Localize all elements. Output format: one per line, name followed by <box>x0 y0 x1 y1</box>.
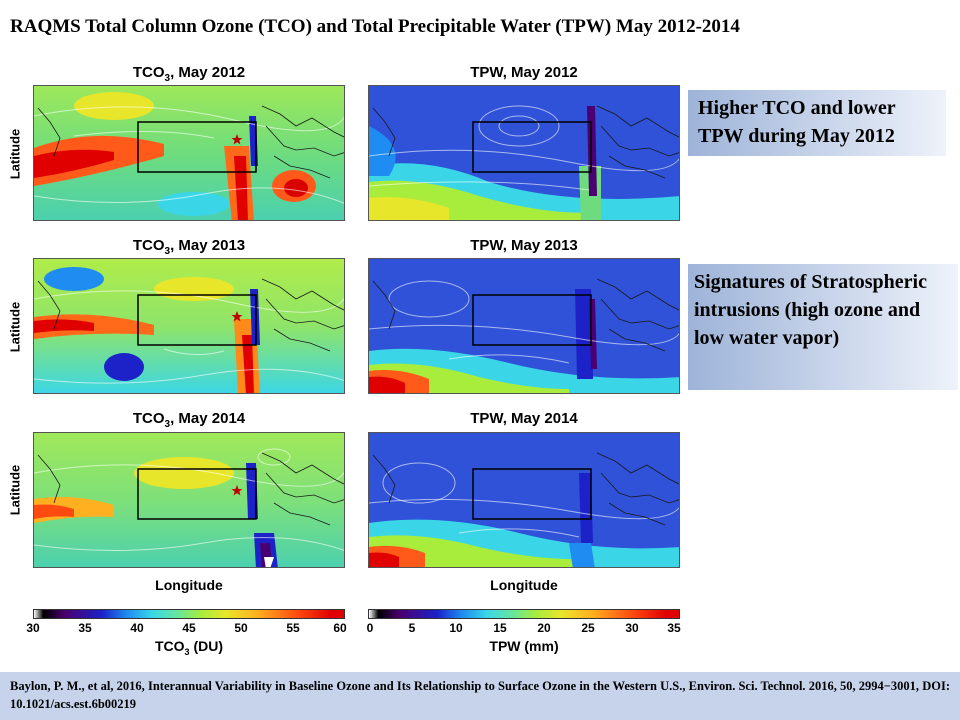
note-higher-tco: Higher TCO and lower TPW during May 2012 <box>688 90 946 156</box>
tpw-tick: 10 <box>449 621 463 635</box>
x-axis-label-left: Longitude <box>155 577 223 593</box>
tpw-tick: 15 <box>493 621 507 635</box>
ozone-colorbar <box>33 609 345 619</box>
ozone-map-2012 <box>33 85 345 221</box>
panel-title-tco-2014: TCO3, May 2014 <box>132 410 246 430</box>
tpw-tick: 35 <box>667 621 681 635</box>
ozone-map-2014 <box>33 432 345 568</box>
ozone-tick: 50 <box>234 621 248 635</box>
panel-title-tpw-2012: TPW, May 2012 <box>470 64 578 81</box>
panel-title-tco-2013: TCO3, May 2013 <box>132 237 246 257</box>
ozone-tick: 45 <box>182 621 196 635</box>
tpw-tick: 0 <box>366 621 374 635</box>
ozone-tick: 30 <box>26 621 40 635</box>
panel-title-tpw-2013: TPW, May 2013 <box>470 237 578 254</box>
slide-title: RAQMS Total Column Ozone (TCO) and Total… <box>10 16 740 37</box>
ozone-tick: 35 <box>78 621 92 635</box>
tpw-map-2012 <box>368 85 680 221</box>
citation-footer: Baylon, P. M., et al, 2016, Interannual … <box>0 672 960 720</box>
tpw-tick: 30 <box>625 621 639 635</box>
panel-title-tco-2012: TCO3, May 2012 <box>132 64 246 84</box>
ozone-map-2013 <box>33 258 345 394</box>
tpw-tick: 5 <box>408 621 416 635</box>
y-axis-label-row1: Latitude <box>7 128 23 180</box>
tpw-tick: 25 <box>581 621 595 635</box>
tpw-colorbar-label: TPW (mm) <box>489 638 559 654</box>
tpw-colorbar <box>368 609 680 619</box>
y-axis-label-row3: Latitude <box>7 464 23 516</box>
ozone-tick: 60 <box>333 621 347 635</box>
panel-title-tpw-2014: TPW, May 2014 <box>470 410 578 427</box>
y-axis-label-row2: Latitude <box>7 301 23 353</box>
ozone-tick: 40 <box>130 621 144 635</box>
tpw-map-2014 <box>368 432 680 568</box>
x-axis-label-right: Longitude <box>490 577 558 593</box>
note-stratospheric-intrusions: Signatures of Stratospheric intrusions (… <box>688 264 958 390</box>
tpw-map-2013 <box>368 258 680 394</box>
tpw-tick: 20 <box>537 621 551 635</box>
ozone-colorbar-label: TCO3 (DU) <box>154 638 223 657</box>
ozone-tick: 55 <box>286 621 300 635</box>
